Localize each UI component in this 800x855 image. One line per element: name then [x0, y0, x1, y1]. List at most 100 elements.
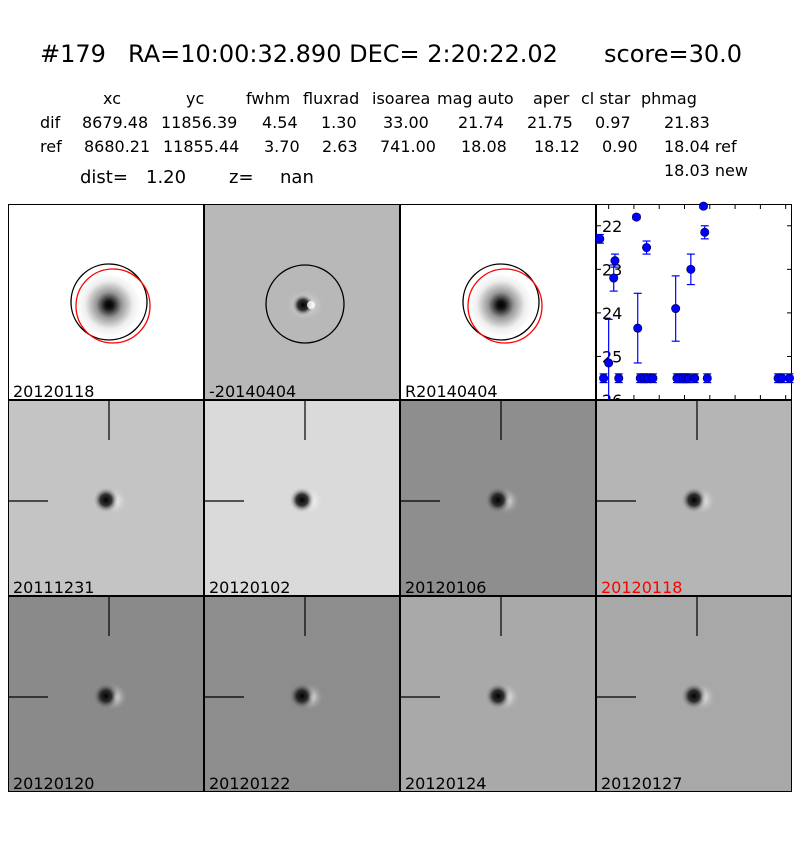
star-blob: [93, 683, 119, 709]
aperture-circle-black: [70, 263, 148, 341]
dif-yc: 11856.39: [161, 113, 238, 132]
ref-clstar: 0.90: [602, 137, 638, 156]
ref-yc: 11855.44: [163, 137, 240, 156]
stamp-label: -20140404: [209, 382, 297, 400]
stamp-ref-image: [70, 263, 151, 344]
star-blob: [77, 273, 141, 337]
stamp-label: 20120118: [13, 382, 95, 400]
dist-value: 1.20: [146, 167, 187, 188]
stamp-label: 20111231: [13, 578, 95, 596]
data-point: [595, 234, 605, 244]
lightcurve-svg: 2223242526-20020406080100120: [595, 201, 794, 422]
col-fluxrad: fluxrad: [303, 89, 360, 108]
aperture-circle-black: [265, 264, 345, 344]
y-tick-label: 24: [602, 304, 622, 323]
header: #179 RA=10:00:32.890 DEC= 2:20:22.02 sco…: [0, 0, 800, 200]
dif-xc: 8679.48: [82, 113, 149, 132]
dif-clstar: 0.97: [595, 113, 631, 132]
dist-label: dist=: [80, 167, 128, 188]
epoch-stamp-panel: 20120102: [204, 400, 400, 596]
dif-isoarea: 33.00: [383, 113, 429, 132]
col-clstar: cl star: [581, 89, 631, 108]
stamp-r-image: [462, 263, 543, 344]
dif-fwhm: 4.54: [262, 113, 298, 132]
z-value: nan: [280, 167, 314, 188]
stamp-label: 20120102: [209, 578, 291, 596]
col-aper: aper: [533, 89, 570, 108]
epoch-stamp-image: [597, 597, 716, 711]
data-point: [633, 323, 643, 333]
stamp-label: 20120120: [13, 774, 95, 792]
star-blob: [469, 273, 533, 337]
stamp-ref-panel: 20120118: [8, 204, 204, 400]
data-point: [686, 264, 696, 274]
dif-phmag: 21.83: [664, 113, 710, 132]
star-blob: [681, 683, 707, 709]
data-point: [604, 358, 614, 368]
epoch-stamp-image: [9, 597, 128, 711]
stamp-label: 20120122: [209, 774, 291, 792]
aperture-circle-red: [467, 268, 543, 344]
stamp-label: 20120127: [601, 774, 683, 792]
epoch-stamp-image: [9, 401, 128, 515]
star-blob: [93, 487, 119, 513]
stamp-label: 20120118: [601, 578, 683, 596]
col-xc: xc: [103, 89, 121, 108]
ref-fluxrad: 2.63: [322, 137, 358, 156]
ref-magauto: 18.08: [461, 137, 507, 156]
stamp-label: 20120106: [405, 578, 487, 596]
epoch-stamp-image: [401, 401, 520, 515]
lightcurve-chart: 2223242526-20020406080100120: [595, 201, 794, 422]
ref-aper: 18.12: [534, 137, 580, 156]
score: score=30.0: [604, 40, 743, 68]
plot-frame: [596, 204, 792, 400]
data-point: [609, 273, 619, 283]
epoch-stamp-panel: 20120106: [400, 400, 596, 596]
star-blob: [289, 487, 315, 513]
new-phmag: 18.03 new: [664, 161, 748, 180]
y-tick-label: 22: [602, 217, 622, 236]
data-point: [777, 373, 787, 383]
data-point: [784, 373, 794, 383]
ref-xc: 8680.21: [84, 137, 151, 156]
epoch-stamp-image: [401, 597, 520, 711]
epoch-stamp-panel: 20111231: [8, 400, 204, 596]
epoch-stamp-image: [597, 401, 716, 515]
epoch-stamp-panel: 20120118: [596, 400, 792, 596]
star-blob: [289, 683, 315, 709]
data-point: [702, 373, 712, 383]
data-point: [631, 212, 641, 222]
row-dif-label: dif: [40, 113, 61, 132]
epoch-stamp-panel: 20120120: [8, 596, 204, 792]
stamp-diff-panel: -20140404: [204, 204, 400, 400]
epoch-stamp-panel: 20120127: [596, 596, 792, 792]
data-point: [671, 304, 681, 314]
dif-magauto: 21.74: [458, 113, 504, 132]
data-point: [599, 373, 609, 383]
ref-phmag: 18.04 ref: [664, 137, 737, 156]
stamp-diff-image: [265, 264, 345, 344]
epoch-stamp-panel: 20120122: [204, 596, 400, 792]
epoch-stamp-panel: 20120124: [400, 596, 596, 792]
row-ref-label: ref: [40, 137, 62, 156]
dif-fluxrad: 1.30: [321, 113, 357, 132]
data-point: [700, 227, 710, 237]
data-point: [614, 373, 624, 383]
coordinates: RA=10:00:32.890 DEC= 2:20:22.02: [128, 40, 558, 68]
col-isoarea: isoarea: [372, 89, 431, 108]
data-point: [698, 201, 708, 211]
aperture-circle-black: [462, 263, 540, 341]
stamp-r-panel: R20140404: [400, 204, 596, 400]
epoch-stamp-image: [205, 401, 324, 515]
col-magauto: mag auto: [437, 89, 514, 108]
ref-isoarea: 741.00: [380, 137, 436, 156]
col-phmag: phmag: [641, 89, 697, 108]
ref-fwhm: 3.70: [264, 137, 300, 156]
col-fwhm: fwhm: [246, 89, 291, 108]
stamp-label: 20120124: [405, 774, 487, 792]
data-point: [648, 373, 658, 383]
star-blob: [485, 487, 511, 513]
data-point: [690, 373, 700, 383]
aperture-circle-red: [75, 268, 151, 344]
dif-aper: 21.75: [527, 113, 573, 132]
